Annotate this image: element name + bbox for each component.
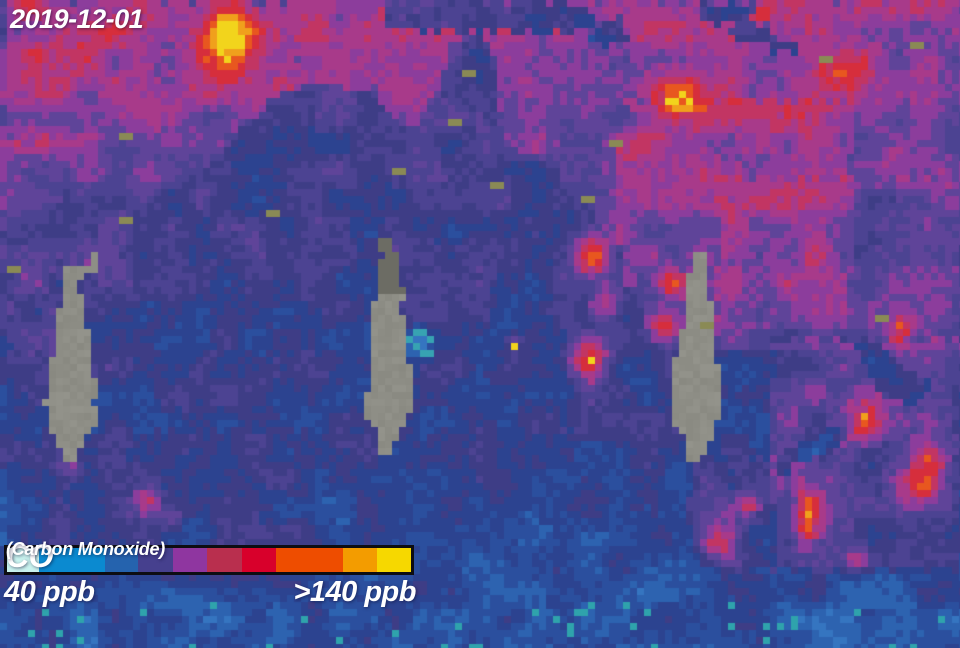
colorbar-segment [173, 548, 207, 572]
colorbar-segment [138, 548, 173, 572]
colorbar-segment [343, 548, 377, 572]
legend-labels: 40 ppb >140 ppb [4, 578, 416, 607]
colorbar-segment [276, 548, 343, 572]
colorbar-segment [7, 548, 39, 572]
legend-max-label: >140 ppb [293, 576, 416, 608]
colorbar-segment [377, 548, 411, 572]
legend-min-label: 40 ppb [4, 576, 95, 608]
colorbar-segment [207, 548, 242, 572]
date-label: 2019-12-01 [10, 4, 144, 34]
legend-subtitle: (Carbon Monoxide) [6, 539, 165, 559]
colorbar-segment [105, 548, 138, 572]
legend: CO (Carbon Monoxide) 40 ppb >140 ppb [4, 540, 434, 607]
colorbar-segment [242, 548, 276, 572]
co-colorbar [4, 545, 414, 575]
legend-title: CO [6, 538, 54, 574]
colorbar-segment [39, 548, 105, 572]
